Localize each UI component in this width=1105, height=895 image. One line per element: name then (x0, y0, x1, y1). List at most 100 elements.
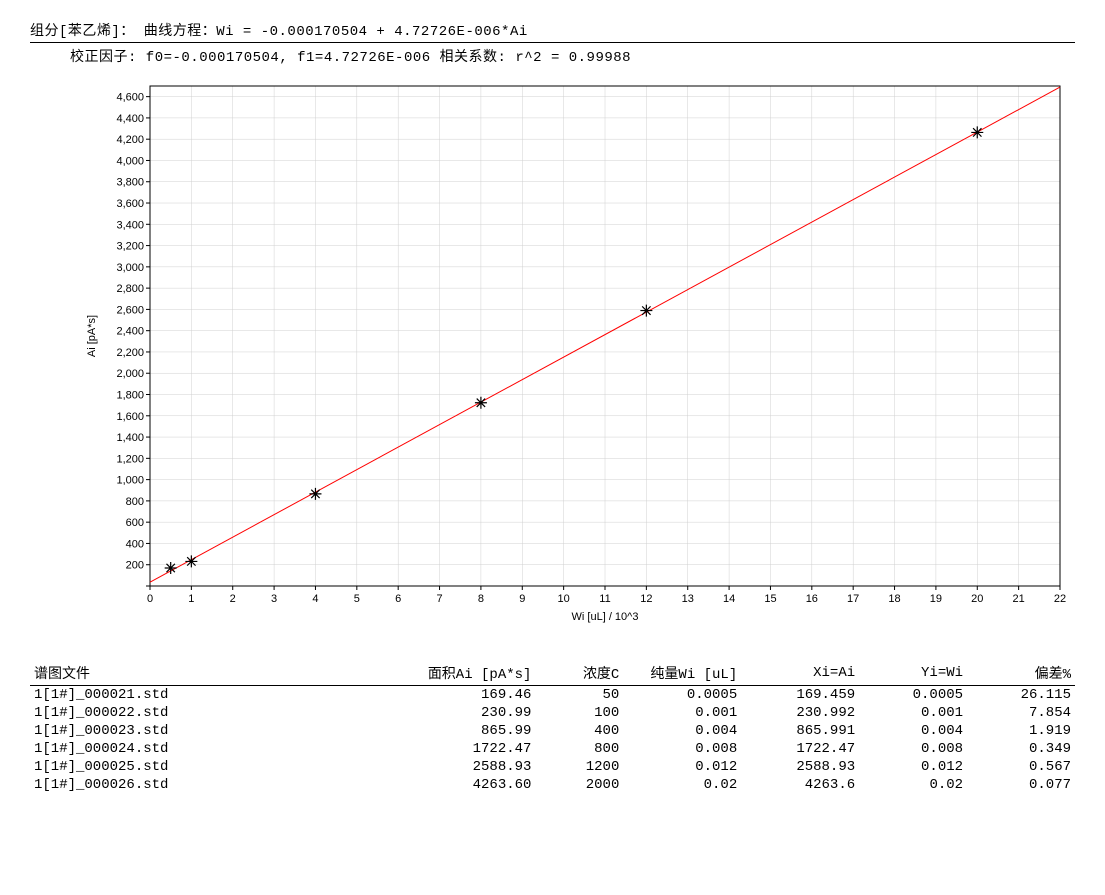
cell: 0.012 (623, 758, 741, 776)
svg-text:800: 800 (126, 496, 144, 508)
cell: 1[1#]_000024.std (30, 740, 398, 758)
svg-text:7: 7 (436, 593, 442, 605)
cell: 0.0005 (623, 686, 741, 705)
svg-text:4,000: 4,000 (116, 155, 144, 167)
cell: 0.349 (967, 740, 1075, 758)
cell: 0.004 (623, 722, 741, 740)
svg-text:4,600: 4,600 (116, 92, 144, 104)
svg-text:2,800: 2,800 (116, 283, 144, 295)
svg-text:2,000: 2,000 (116, 368, 144, 380)
svg-text:Wi [uL] / 10^3: Wi [uL] / 10^3 (572, 611, 639, 623)
svg-text:3: 3 (271, 593, 277, 605)
cell: 4263.60 (398, 776, 536, 794)
header-line-1: 组分[苯乙烯]： 曲线方程：Wi = -0.000170504 + 4.7272… (30, 20, 1075, 43)
chart-svg: 0123456789101112131415161718192021222004… (70, 76, 1070, 636)
svg-text:5: 5 (354, 593, 360, 605)
svg-text:18: 18 (888, 593, 900, 605)
header-line-2: 校正因子: f0=-0.000170504, f1=4.72726E-006 相… (30, 46, 1075, 66)
svg-text:3,600: 3,600 (116, 198, 144, 210)
table-row: 1[1#]_000023.std865.994000.004865.9910.0… (30, 722, 1075, 740)
cell: 0.077 (967, 776, 1075, 794)
svg-text:20: 20 (971, 593, 983, 605)
cell: 100 (535, 704, 623, 722)
cell: 0.02 (859, 776, 967, 794)
svg-text:19: 19 (930, 593, 942, 605)
svg-text:8: 8 (478, 593, 484, 605)
cell: 1[1#]_000021.std (30, 686, 398, 705)
cell: 50 (535, 686, 623, 705)
cell: 865.99 (398, 722, 536, 740)
cell: 0.0005 (859, 686, 967, 705)
cell: 230.99 (398, 704, 536, 722)
col-area: 面积Ai [pA*s] (398, 661, 536, 686)
svg-text:600: 600 (126, 517, 144, 529)
calibration-chart: 0123456789101112131415161718192021222004… (70, 76, 1075, 641)
cell: 1[1#]_000025.std (30, 758, 398, 776)
cell: 800 (535, 740, 623, 758)
svg-text:4: 4 (312, 593, 318, 605)
col-dev: 偏差% (967, 661, 1075, 686)
cell: 1[1#]_000026.std (30, 776, 398, 794)
col-pure: 纯量Wi [uL] (623, 661, 741, 686)
cell: 169.46 (398, 686, 536, 705)
cell: 169.459 (741, 686, 859, 705)
svg-text:17: 17 (847, 593, 859, 605)
svg-text:10: 10 (558, 593, 570, 605)
cell: 0.008 (859, 740, 967, 758)
svg-text:3,800: 3,800 (116, 177, 144, 189)
table-row: 1[1#]_000025.std2588.9312000.0122588.930… (30, 758, 1075, 776)
svg-text:9: 9 (519, 593, 525, 605)
cell: 0.012 (859, 758, 967, 776)
svg-text:1,600: 1,600 (116, 411, 144, 423)
svg-text:13: 13 (682, 593, 694, 605)
data-table: 谱图文件面积Ai [pA*s]浓度C纯量Wi [uL]Xi=AiYi=Wi偏差%… (30, 661, 1075, 794)
svg-text:4,200: 4,200 (116, 134, 144, 146)
cell: 4263.6 (741, 776, 859, 794)
svg-text:21: 21 (1013, 593, 1025, 605)
cell: 0.02 (623, 776, 741, 794)
svg-text:14: 14 (723, 593, 735, 605)
svg-text:11: 11 (599, 593, 610, 605)
svg-text:3,200: 3,200 (116, 241, 144, 253)
svg-text:2,200: 2,200 (116, 347, 144, 359)
svg-text:16: 16 (806, 593, 818, 605)
cell: 1[1#]_000023.std (30, 722, 398, 740)
cell: 1722.47 (398, 740, 536, 758)
svg-text:0: 0 (147, 593, 153, 605)
table-body: 1[1#]_000021.std169.46500.0005169.4590.0… (30, 686, 1075, 795)
svg-text:400: 400 (126, 538, 144, 550)
table-header-row: 谱图文件面积Ai [pA*s]浓度C纯量Wi [uL]Xi=AiYi=Wi偏差% (30, 661, 1075, 686)
svg-text:Ai [pA*s]: Ai [pA*s] (86, 315, 98, 357)
cell: 230.992 (741, 704, 859, 722)
svg-text:1,400: 1,400 (116, 432, 144, 444)
svg-text:2,600: 2,600 (116, 304, 144, 316)
col-file: 谱图文件 (30, 661, 398, 686)
cell: 7.854 (967, 704, 1075, 722)
svg-text:2,400: 2,400 (116, 326, 144, 338)
svg-text:1,800: 1,800 (116, 390, 144, 402)
svg-text:1,200: 1,200 (116, 453, 144, 465)
cell: 1200 (535, 758, 623, 776)
svg-text:1: 1 (188, 593, 194, 605)
table-row: 1[1#]_000021.std169.46500.0005169.4590.0… (30, 686, 1075, 705)
svg-text:12: 12 (640, 593, 652, 605)
cell: 26.115 (967, 686, 1075, 705)
cell: 2588.93 (398, 758, 536, 776)
svg-text:2: 2 (230, 593, 236, 605)
cell: 0.008 (623, 740, 741, 758)
col-conc: 浓度C (535, 661, 623, 686)
table-row: 1[1#]_000022.std230.991000.001230.9920.0… (30, 704, 1075, 722)
cell: 400 (535, 722, 623, 740)
cell: 0.001 (623, 704, 741, 722)
cell: 0.001 (859, 704, 967, 722)
cell: 1[1#]_000022.std (30, 704, 398, 722)
table-row: 1[1#]_000024.std1722.478000.0081722.470.… (30, 740, 1075, 758)
cell: 1.919 (967, 722, 1075, 740)
cell: 2588.93 (741, 758, 859, 776)
svg-text:6: 6 (395, 593, 401, 605)
svg-text:200: 200 (126, 560, 144, 572)
table-row: 1[1#]_000026.std4263.6020000.024263.60.0… (30, 776, 1075, 794)
svg-text:4,400: 4,400 (116, 113, 144, 125)
cell: 865.991 (741, 722, 859, 740)
col-yi: Yi=Wi (859, 661, 967, 686)
